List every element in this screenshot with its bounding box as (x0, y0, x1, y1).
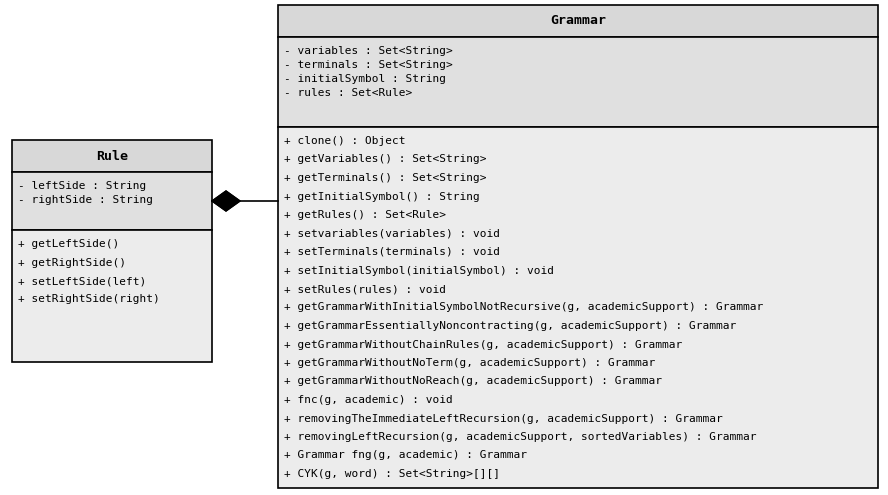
Text: + setTerminals(terminals) : void: + setTerminals(terminals) : void (284, 247, 500, 257)
Text: + getGrammarEssentiallyNoncontracting(g, academicSupport) : Grammar: + getGrammarEssentiallyNoncontracting(g,… (284, 321, 736, 331)
Text: + getTerminals() : Set<String>: + getTerminals() : Set<String> (284, 173, 487, 183)
Text: + setLeftSide(left): + setLeftSide(left) (18, 276, 147, 286)
Text: + setInitialSymbol(initialSymbol) : void: + setInitialSymbol(initialSymbol) : void (284, 265, 554, 276)
Text: + removingTheImmediateLeftRecursion(g, academicSupport) : Grammar: + removingTheImmediateLeftRecursion(g, a… (284, 413, 723, 424)
Bar (278, 5, 878, 37)
Text: - rules : Set<Rule>: - rules : Set<Rule> (284, 88, 412, 98)
Text: + setRightSide(right): + setRightSide(right) (18, 295, 160, 304)
Bar (12, 172, 212, 230)
Text: - initialSymbol : String: - initialSymbol : String (284, 74, 446, 84)
Text: + Grammar fng(g, academic) : Grammar: + Grammar fng(g, academic) : Grammar (284, 450, 527, 460)
Text: + getGrammarWithInitialSymbolNotRecursive(g, academicSupport) : Grammar: + getGrammarWithInitialSymbolNotRecursiv… (284, 302, 764, 312)
Text: + CYK(g, word) : Set<String>[][]: + CYK(g, word) : Set<String>[][] (284, 469, 500, 479)
Bar (12, 140, 212, 172)
Text: + getRules() : Set<Rule>: + getRules() : Set<Rule> (284, 210, 446, 220)
Text: Rule: Rule (96, 149, 128, 162)
Text: + fnc(g, academic) : void: + fnc(g, academic) : void (284, 395, 453, 405)
Bar (12, 230, 212, 362)
Text: + getLeftSide(): + getLeftSide() (18, 239, 119, 249)
Text: + clone() : Object: + clone() : Object (284, 136, 406, 146)
Text: - rightSide : String: - rightSide : String (18, 195, 153, 205)
Text: + setRules(rules) : void: + setRules(rules) : void (284, 284, 446, 294)
Text: + getGrammarWithoutNoTerm(g, academicSupport) : Grammar: + getGrammarWithoutNoTerm(g, academicSup… (284, 358, 655, 368)
Text: + getGrammarWithoutNoReach(g, academicSupport) : Grammar: + getGrammarWithoutNoReach(g, academicSu… (284, 377, 662, 387)
Text: - variables : Set<String>: - variables : Set<String> (284, 46, 453, 56)
Text: + getGrammarWithoutChainRules(g, academicSupport) : Grammar: + getGrammarWithoutChainRules(g, academi… (284, 340, 682, 349)
Text: + removingLeftRecursion(g, academicSupport, sortedVariables) : Grammar: + removingLeftRecursion(g, academicSuppo… (284, 432, 757, 442)
Bar (278, 37, 878, 127)
Polygon shape (212, 191, 240, 211)
Bar (278, 127, 878, 488)
Text: + setvariables(variables) : void: + setvariables(variables) : void (284, 229, 500, 239)
Text: + getVariables() : Set<String>: + getVariables() : Set<String> (284, 154, 487, 164)
Text: + getInitialSymbol() : String: + getInitialSymbol() : String (284, 192, 480, 201)
Text: + getRightSide(): + getRightSide() (18, 257, 126, 267)
Text: - terminals : Set<String>: - terminals : Set<String> (284, 60, 453, 70)
Text: - leftSide : String: - leftSide : String (18, 181, 147, 191)
Text: Grammar: Grammar (550, 14, 606, 28)
